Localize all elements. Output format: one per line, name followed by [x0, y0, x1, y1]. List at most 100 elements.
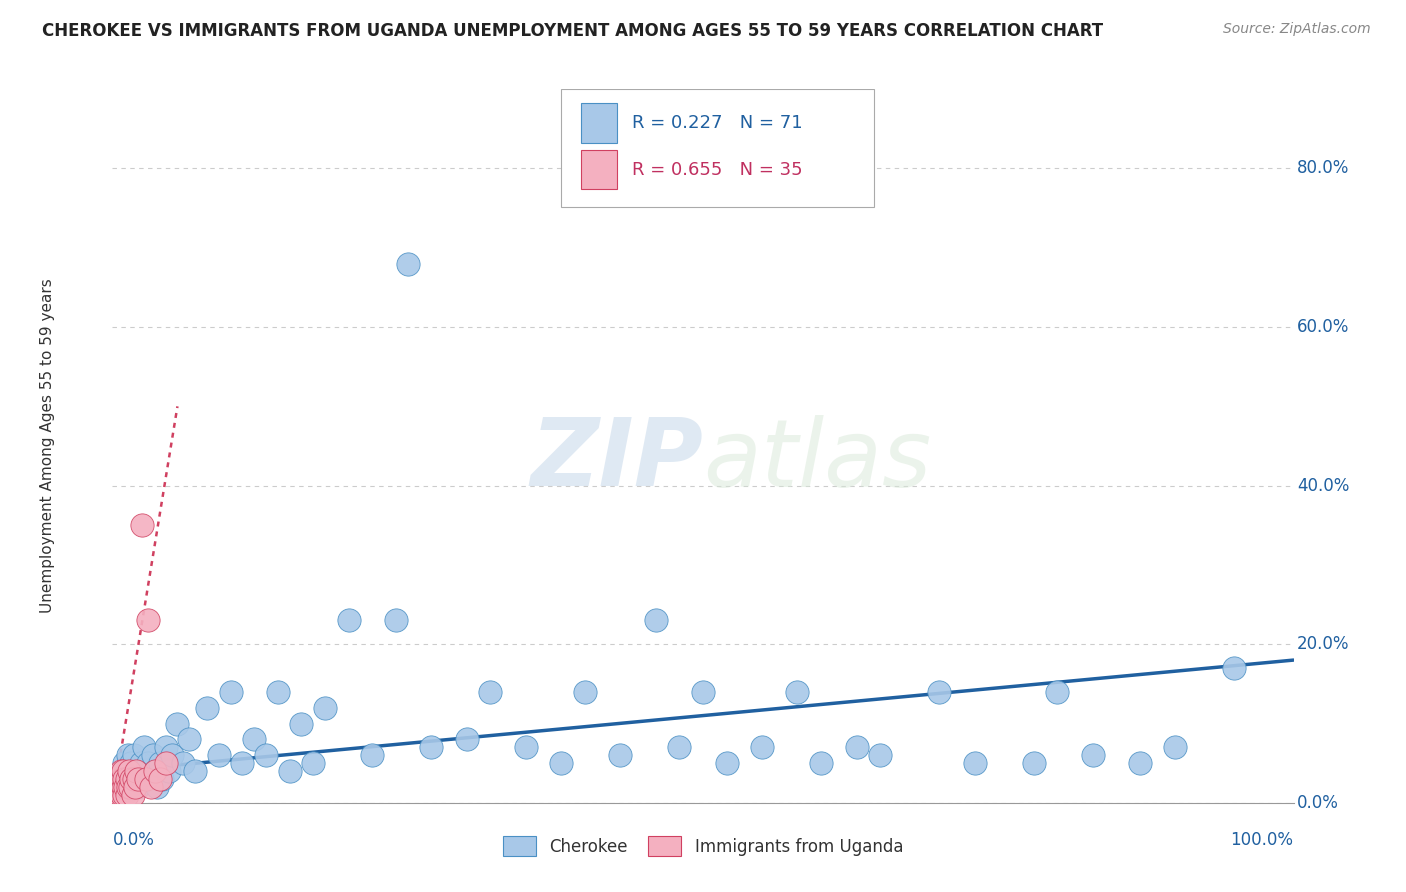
Point [111, 764, 134, 778]
Text: 80.0%: 80.0% [1298, 160, 1350, 178]
Point [115, 764, 138, 778]
Point [155, 756, 177, 771]
FancyBboxPatch shape [581, 103, 617, 143]
Point [131, 518, 153, 533]
Point [869, 748, 891, 763]
Point [668, 740, 690, 755]
Point [385, 614, 408, 628]
Point [105, 772, 128, 786]
FancyBboxPatch shape [561, 89, 875, 207]
Point [112, 788, 135, 802]
Point [108, 772, 131, 786]
Point [142, 748, 165, 763]
Text: Unemployment Among Ages 55 to 59 years: Unemployment Among Ages 55 to 59 years [39, 278, 55, 614]
Point [420, 740, 443, 755]
Point [120, 756, 142, 771]
Point [479, 685, 502, 699]
Point [149, 756, 172, 771]
Text: 0.0%: 0.0% [112, 831, 155, 849]
Point [644, 614, 666, 628]
Point [786, 685, 808, 699]
Point [112, 764, 135, 778]
Point [117, 748, 139, 763]
Point [143, 764, 166, 778]
Point [136, 614, 159, 628]
Point [716, 756, 738, 771]
FancyBboxPatch shape [581, 150, 617, 189]
Point [111, 772, 134, 786]
Point [127, 780, 149, 794]
Point [135, 764, 157, 778]
Point [108, 772, 131, 786]
Point [134, 740, 156, 755]
Text: 40.0%: 40.0% [1298, 476, 1350, 495]
Point [149, 772, 172, 786]
Point [112, 772, 135, 786]
Point [1223, 661, 1246, 675]
Point [243, 732, 266, 747]
Text: 60.0%: 60.0% [1298, 318, 1350, 336]
Point [515, 740, 537, 755]
Text: 100.0%: 100.0% [1230, 831, 1294, 849]
Point [139, 772, 162, 786]
Point [136, 756, 159, 771]
Point [290, 716, 312, 731]
Point [609, 748, 631, 763]
Point [105, 788, 128, 802]
Text: 20.0%: 20.0% [1298, 635, 1350, 653]
Point [1022, 756, 1045, 771]
Point [278, 764, 301, 778]
Point [124, 780, 146, 794]
Point [111, 788, 134, 802]
Point [110, 780, 132, 794]
Point [396, 257, 419, 271]
Point [114, 780, 136, 794]
Point [131, 772, 153, 786]
Point [208, 748, 231, 763]
Point [122, 772, 145, 786]
Text: R = 0.655   N = 35: R = 0.655 N = 35 [633, 161, 803, 178]
Point [127, 772, 149, 786]
Point [254, 748, 277, 763]
Point [112, 756, 135, 771]
Point [157, 764, 180, 778]
Point [150, 772, 173, 786]
Point [115, 772, 138, 786]
Point [121, 788, 143, 802]
Point [107, 780, 129, 794]
Point [751, 740, 773, 755]
Point [115, 788, 138, 802]
Point [179, 732, 201, 747]
Point [219, 685, 242, 699]
Point [337, 614, 360, 628]
Point [550, 756, 572, 771]
Point [810, 756, 832, 771]
Point [117, 780, 139, 794]
Point [146, 780, 169, 794]
Point [104, 788, 127, 802]
Point [135, 772, 157, 786]
Point [314, 700, 336, 714]
Point [120, 780, 142, 794]
Point [166, 716, 188, 731]
Point [231, 756, 253, 771]
Point [1129, 756, 1152, 771]
Point [155, 740, 177, 755]
Point [122, 748, 145, 763]
Point [143, 764, 166, 778]
Point [105, 780, 128, 794]
Point [110, 764, 132, 778]
Point [120, 780, 142, 794]
Point [108, 788, 131, 802]
Point [845, 740, 868, 755]
Point [112, 780, 135, 794]
Point [160, 748, 183, 763]
Point [574, 685, 596, 699]
Point [361, 748, 384, 763]
Point [692, 685, 714, 699]
Point [184, 764, 207, 778]
Text: CHEROKEE VS IMMIGRANTS FROM UGANDA UNEMPLOYMENT AMONG AGES 55 TO 59 YEARS CORREL: CHEROKEE VS IMMIGRANTS FROM UGANDA UNEMP… [42, 22, 1104, 40]
Point [195, 700, 218, 714]
Point [112, 772, 135, 786]
Point [302, 756, 325, 771]
